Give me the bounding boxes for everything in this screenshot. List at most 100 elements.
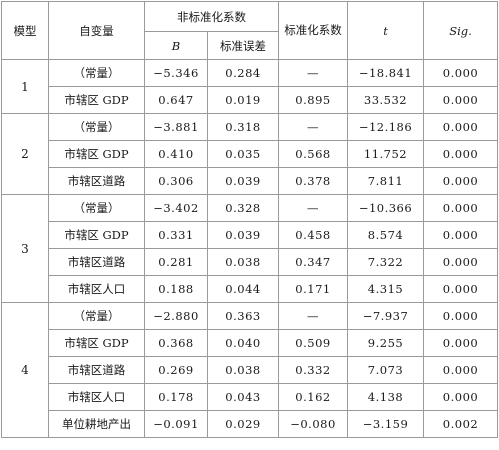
cell-variable: 市辖区道路 <box>48 248 145 276</box>
cell-t: −18.841 <box>347 59 424 87</box>
cell-beta: — <box>278 59 348 87</box>
cell-sig: 0.000 <box>423 221 498 249</box>
cell-b: 0.368 <box>144 329 208 357</box>
cell-t: 7.322 <box>347 248 424 276</box>
cell-std-error: 0.043 <box>207 383 279 411</box>
cell-std-error: 0.039 <box>207 221 279 249</box>
cell-std-error: 0.363 <box>207 302 279 330</box>
model-number: 3 <box>1 194 49 303</box>
table-row: 3 （常量） −3.402 0.328— −10.366 0.000 <box>1 194 498 303</box>
table-row: 市辖区 GDP 0.647 0.019 0.895 33.532 0.000 <box>2 86 498 114</box>
cell-sig: 0.000 <box>423 329 498 357</box>
cell-beta: 0.895 <box>278 86 348 114</box>
cell-b: −3.881 <box>144 113 208 141</box>
cell-t: 33.532 <box>347 86 424 114</box>
cell-std-error: 0.019 <box>207 86 279 114</box>
table-row: 市辖区道路 0.306 0.039 0.378 7.811 0.000 <box>2 167 498 195</box>
cell-t: 8.574 <box>347 221 424 249</box>
table-row: 市辖区道路 0.269 0.038 0.332 7.073 0.000 <box>2 356 498 384</box>
cell-beta: 0.568 <box>278 140 348 168</box>
cell-beta: 0.347 <box>278 248 348 276</box>
header-model: 模型 <box>1 1 49 60</box>
table-header: 模型 自变量 非标准化系数 标准化系数 t Sig. B 标准误差 <box>1 1 498 60</box>
cell-t: 11.752 <box>347 140 424 168</box>
header-standardized-coefficients: 标准化系数 <box>278 1 348 60</box>
cell-std-error: 0.328 <box>207 194 279 222</box>
cell-t: −12.186 <box>347 113 424 141</box>
cell-std-error: 0.035 <box>207 140 279 168</box>
cell-std-error: 0.044 <box>207 275 279 303</box>
cell-t: 4.315 <box>347 275 424 303</box>
cell-b: −3.402 <box>144 194 208 222</box>
cell-b: 0.647 <box>144 86 208 114</box>
table-row: 市辖区道路 0.281 0.038 0.347 7.322 0.000 <box>2 248 498 276</box>
header-row-top: 模型 自变量 非标准化系数 标准化系数 t Sig. <box>1 1 498 60</box>
cell-t: −3.159 <box>347 410 424 438</box>
cell-std-error: 0.040 <box>207 329 279 357</box>
cell-sig: 0.000 <box>423 59 498 87</box>
header-variable: 自变量 <box>48 1 145 60</box>
cell-b: −5.346 <box>144 59 208 87</box>
header-t: t <box>347 1 424 60</box>
cell-t: −7.937 <box>347 302 424 330</box>
regression-coefficients-table: 模型 自变量 非标准化系数 标准化系数 t Sig. B 标准误差 1 （常量） −… <box>1 1 498 438</box>
table-row: 市辖区 GDP 0.331 0.039 0.458 8.574 0.000 <box>2 221 498 249</box>
cell-variable: 市辖区 GDP <box>48 140 145 168</box>
cell-sig: 0.000 <box>423 167 498 195</box>
cell-beta: — <box>278 113 348 141</box>
cell-variable: （常量） <box>48 113 145 141</box>
cell-t: 7.073 <box>347 356 424 384</box>
cell-t: 9.255 <box>347 329 424 357</box>
cell-variable: 市辖区 GDP <box>48 86 145 114</box>
table-row: 市辖区 GDP 0.410 0.035 0.568 11.752 0.000 <box>2 140 498 168</box>
header-b: B <box>144 31 208 60</box>
cell-sig: 0.000 <box>423 140 498 168</box>
cell-variable: 市辖区道路 <box>48 167 145 195</box>
cell-sig: 0.000 <box>423 113 498 141</box>
cell-beta: — <box>278 194 348 222</box>
cell-sig: 0.000 <box>423 275 498 303</box>
cell-beta: 0.171 <box>278 275 348 303</box>
table-row: 市辖区人口 0.178 0.043 0.162 4.138 0.000 <box>2 383 498 411</box>
cell-sig: 0.002 <box>423 410 498 438</box>
table-row: 2 （常量） −3.881 0.318— −12.186 0.000 <box>1 113 498 195</box>
cell-beta: −0.080 <box>278 410 348 438</box>
cell-b: 0.178 <box>144 383 208 411</box>
model-number: 1 <box>1 59 49 114</box>
cell-beta: 0.458 <box>278 221 348 249</box>
cell-std-error: 0.038 <box>207 248 279 276</box>
cell-beta: 0.378 <box>278 167 348 195</box>
cell-b: 0.331 <box>144 221 208 249</box>
cell-variable: 市辖区 GDP <box>48 329 145 357</box>
cell-variable: 市辖区人口 <box>48 383 145 411</box>
cell-std-error: 0.284 <box>207 59 279 87</box>
table-row: 1 （常量） −5.346 0.284— −18.841 0.000 <box>1 59 498 114</box>
model-number: 2 <box>1 113 49 195</box>
cell-std-error: 0.039 <box>207 167 279 195</box>
cell-variable: （常量） <box>48 194 145 222</box>
cell-b: 0.188 <box>144 275 208 303</box>
cell-sig: 0.000 <box>423 86 498 114</box>
cell-std-error: 0.038 <box>207 356 279 384</box>
cell-t: −10.366 <box>347 194 424 222</box>
model-number: 4 <box>1 302 49 438</box>
cell-b: −0.091 <box>144 410 208 438</box>
cell-variable: 市辖区道路 <box>48 356 145 384</box>
cell-beta: 0.509 <box>278 329 348 357</box>
cell-b: 0.269 <box>144 356 208 384</box>
cell-std-error: 0.318 <box>207 113 279 141</box>
cell-sig: 0.000 <box>423 302 498 330</box>
cell-variable: 市辖区人口 <box>48 275 145 303</box>
cell-beta: — <box>278 302 348 330</box>
cell-sig: 0.000 <box>423 383 498 411</box>
table-row: 市辖区 GDP 0.368 0.040 0.509 9.255 0.000 <box>2 329 498 357</box>
cell-variable: 市辖区 GDP <box>48 221 145 249</box>
table-row: 市辖区人口 0.188 0.044 0.171 4.315 0.000 <box>2 275 498 303</box>
cell-t: 4.138 <box>347 383 424 411</box>
cell-std-error: 0.029 <box>207 410 279 438</box>
cell-variable: （常量） <box>48 302 145 330</box>
cell-sig: 0.000 <box>423 194 498 222</box>
cell-b: 0.281 <box>144 248 208 276</box>
table-row: 单位耕地产出 −0.091 0.029 −0.080 −3.159 0.002 <box>2 410 498 438</box>
cell-beta: 0.332 <box>278 356 348 384</box>
